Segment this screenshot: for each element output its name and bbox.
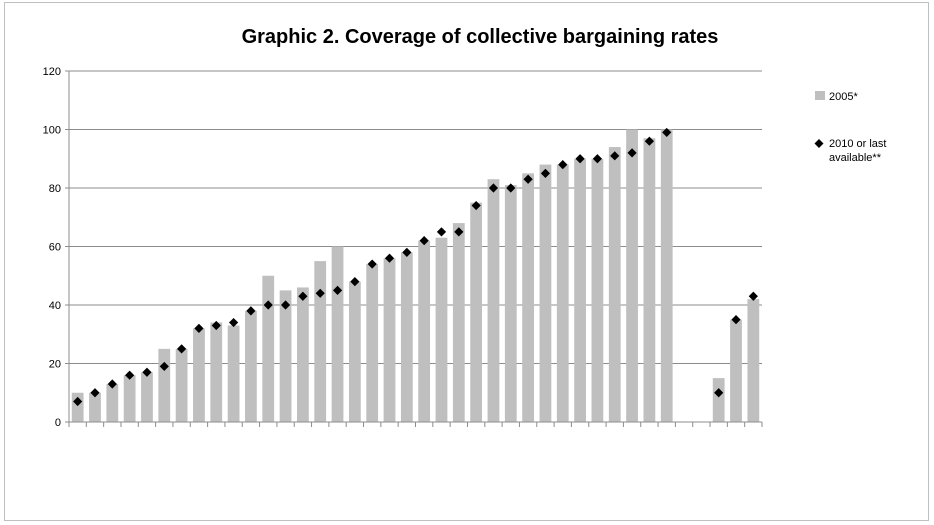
bar-2005 [504, 185, 517, 422]
bar-2005 [175, 348, 188, 422]
bar-2005 [366, 264, 379, 422]
markers [73, 127, 758, 407]
bar-2005 [435, 237, 448, 422]
legend-swatch-2005 [815, 91, 825, 100]
bar-2005 [522, 173, 535, 422]
marker-2010 [419, 236, 429, 246]
bar-2005 [452, 223, 465, 422]
marker-2010 [523, 174, 533, 184]
y-tick-label: 40 [49, 300, 61, 312]
y-tick-label: 120 [43, 66, 61, 78]
marker-2010 [610, 151, 620, 161]
bar-2005 [279, 290, 292, 422]
marker-2010 [315, 288, 325, 298]
marker-2010 [506, 183, 516, 193]
bar-2005 [193, 328, 205, 422]
marker-2010 [332, 285, 343, 295]
bar-2005 [608, 147, 621, 423]
bar-2005 [123, 375, 136, 422]
bar-2005 [106, 383, 119, 422]
marker-2010 [263, 300, 273, 310]
bar-2005 [747, 299, 760, 422]
axes: 0 20 40 60 80 100 120 [43, 66, 763, 429]
bar-2005 [296, 287, 309, 422]
bar-2005 [210, 322, 223, 422]
marker-2010 [194, 323, 204, 333]
bar-2005 [591, 158, 604, 422]
marker-2010 [488, 183, 499, 193]
bar-2005 [626, 129, 638, 422]
bar-2005 [141, 372, 153, 422]
marker-2010 [211, 320, 221, 331]
y-tick-label: 0 [55, 417, 61, 429]
marker-2010 [644, 136, 654, 146]
y-tick-label: 60 [49, 242, 61, 254]
bar-2005 [487, 179, 500, 422]
bar-2005 [574, 158, 586, 422]
marker-2010 [177, 344, 187, 354]
marker-2010 [575, 154, 585, 164]
bar-2005 [245, 310, 257, 422]
marker-2010 [90, 388, 100, 398]
marker-2010 [540, 168, 551, 178]
bar-2005 [158, 348, 171, 422]
bar-2005 [400, 252, 413, 422]
marker-2010 [627, 148, 637, 158]
bars [71, 129, 760, 423]
bar-2005 [660, 129, 673, 422]
bar-2005 [418, 240, 431, 422]
chart-title: Graphic 2. Coverage of collective bargai… [242, 26, 719, 48]
chart-svg: Graphic 2. Coverage of collective bargai… [43, 26, 887, 429]
bar-2005 [470, 202, 483, 422]
bar-2005 [89, 392, 101, 422]
bar-2005 [331, 246, 344, 422]
bar-2005 [730, 319, 742, 422]
chart-frame: Graphic 2. Coverage of collective bargai… [4, 2, 929, 521]
bar-2005 [71, 392, 84, 422]
marker-2010 [592, 154, 603, 164]
y-tick-label: 80 [49, 183, 61, 195]
bar-2005 [348, 281, 361, 422]
legend: 2005* 2010 or last available** [814, 91, 886, 164]
gridlines [69, 70, 762, 364]
bar-2005 [262, 275, 275, 422]
marker-2010 [73, 396, 83, 407]
marker-2010 [748, 291, 758, 301]
legend-label-2010-line1: 2010 or last [829, 138, 886, 150]
marker-2010 [367, 259, 377, 269]
y-tick-label: 20 [49, 359, 61, 371]
marker-2010 [298, 291, 308, 301]
bar-2005 [556, 164, 569, 422]
bar-2005 [227, 325, 240, 422]
marker-2010 [125, 370, 135, 380]
marker-2010 [471, 200, 481, 211]
marker-2010 [384, 253, 395, 263]
legend-diamond-icon [814, 139, 824, 148]
bar-2005 [383, 258, 396, 422]
marker-2010 [714, 388, 724, 398]
legend-label-2010-line2: available** [829, 152, 882, 164]
y-tick-label: 100 [43, 125, 61, 137]
marker-2010 [280, 300, 291, 310]
legend-label-2005: 2005* [829, 91, 858, 103]
marker-2010 [246, 306, 256, 316]
marker-2010 [436, 227, 447, 237]
marker-2010 [454, 227, 464, 237]
marker-2010 [350, 277, 360, 287]
marker-2010 [159, 361, 169, 372]
marker-2010 [402, 247, 412, 257]
bar-2005 [539, 164, 552, 422]
marker-2010 [731, 315, 741, 325]
bar-2005 [643, 138, 656, 422]
marker-2010 [662, 127, 672, 138]
marker-2010 [228, 317, 239, 328]
bar-2005 [712, 378, 725, 422]
bar-2005 [314, 261, 327, 422]
marker-2010 [107, 379, 117, 389]
marker-2010 [142, 367, 152, 377]
marker-2010 [558, 160, 568, 170]
